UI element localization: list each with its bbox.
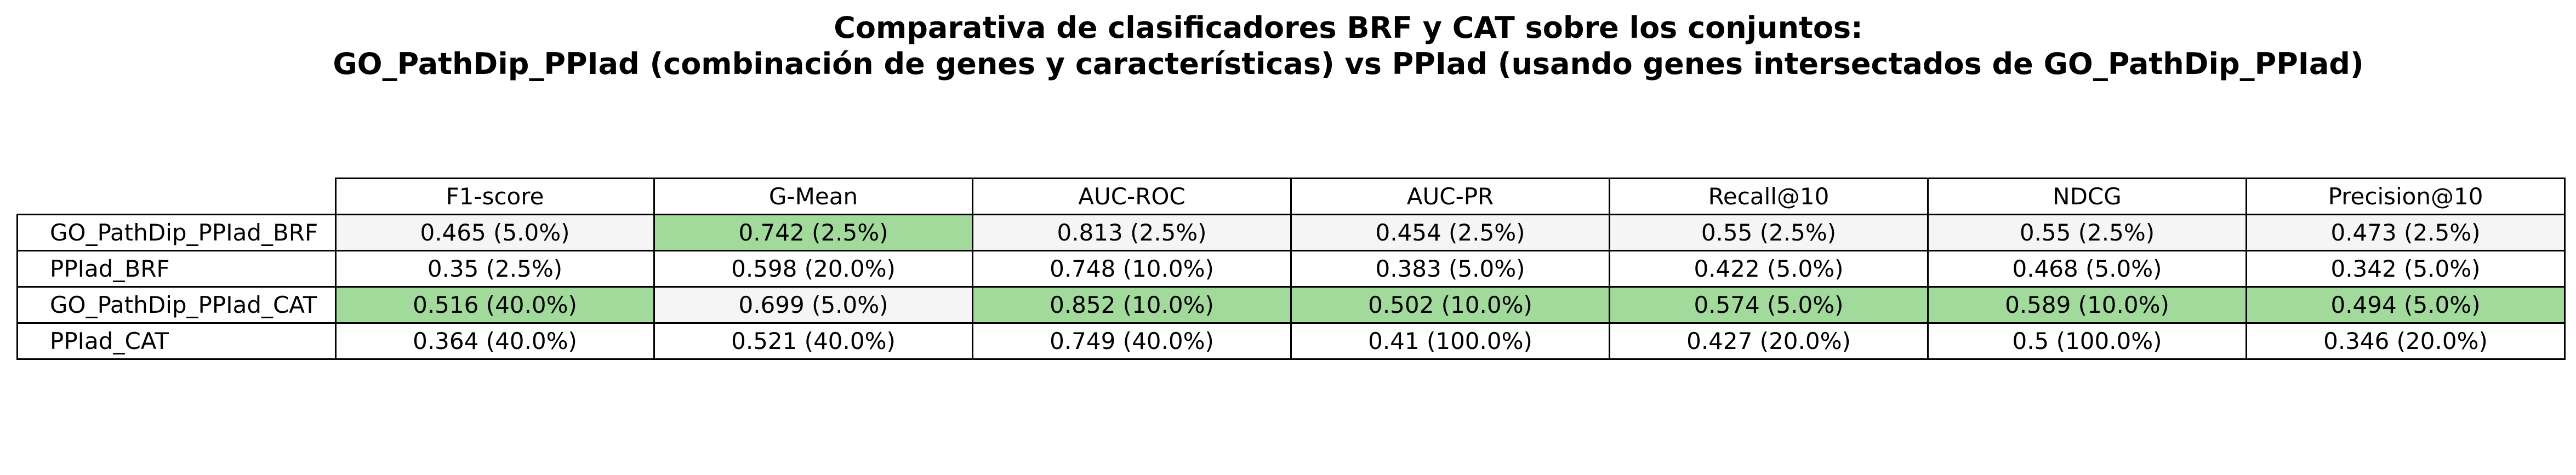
table-cell: 0.5 (100.0%) [1927,322,2247,360]
table-cell: 0.699 (5.0%) [653,286,973,324]
header-row: F1-score G-Mean AUC-ROC AUC-PR Recall@10… [17,178,2566,215]
table-row: PPIad_BRF 0.35 (2.5%) 0.598 (20.0%) 0.74… [16,250,2566,288]
table-cell: 0.852 (10.0%) [972,286,1292,324]
table-cell: 0.454 (2.5%) [1290,214,1610,251]
table-cell: 0.521 (40.0%) [653,322,973,360]
corner-cell [17,178,337,215]
table-cell: 0.516 (40.0%) [335,286,655,324]
table-row: GO_PathDip_PPIad_CAT 0.516 (40.0%) 0.699… [16,286,2566,324]
row-header: PPIad_BRF [16,250,337,288]
results-table: F1-score G-Mean AUC-ROC AUC-PR Recall@10… [16,178,2566,360]
table-cell: 0.468 (5.0%) [1927,250,2247,288]
column-header: F1-score [335,178,655,215]
table-cell: 0.342 (5.0%) [2246,250,2566,288]
table-cell: 0.742 (2.5%) [653,214,973,251]
column-header: G-Mean [653,178,973,215]
table-cell: 0.35 (2.5%) [335,250,655,288]
table-cell: 0.55 (2.5%) [1927,214,2247,251]
table-cell: 0.465 (5.0%) [335,214,655,251]
table-cell: 0.574 (5.0%) [1609,286,1929,324]
table-cell: 0.41 (100.0%) [1290,322,1610,360]
chart-title: Comparativa de clasificadores BRF y CAT … [0,10,2576,82]
table-row: PPIad_CAT 0.364 (40.0%) 0.521 (40.0%) 0.… [16,322,2566,360]
table-cell: 0.598 (20.0%) [653,250,973,288]
table-cell: 0.427 (20.0%) [1609,322,1929,360]
column-header: AUC-PR [1290,178,1610,215]
chart-title-line-2: GO_PathDip_PPIad (combinación de genes y… [333,47,2364,81]
table-cell: 0.473 (2.5%) [2246,214,2566,251]
table-cell: 0.422 (5.0%) [1609,250,1929,288]
table-cell: 0.813 (2.5%) [972,214,1292,251]
table-cell: 0.55 (2.5%) [1609,214,1929,251]
column-header: NDCG [1927,178,2247,215]
table-cell: 0.494 (5.0%) [2246,286,2566,324]
table-cell: 0.383 (5.0%) [1290,250,1610,288]
table-cell: 0.589 (10.0%) [1927,286,2247,324]
table-cell: 0.749 (40.0%) [972,322,1292,360]
table-cell: 0.346 (20.0%) [2246,322,2566,360]
row-header: PPIad_CAT [16,322,337,360]
table-cell: 0.502 (10.0%) [1290,286,1610,324]
row-header: GO_PathDip_PPIad_CAT [16,286,337,324]
table-row: GO_PathDip_PPIad_BRF 0.465 (5.0%) 0.742 … [16,214,2566,251]
table-cell: 0.364 (40.0%) [335,322,655,360]
column-header: Precision@10 [2246,178,2566,215]
column-header: AUC-ROC [972,178,1292,215]
column-header: Recall@10 [1609,178,1929,215]
chart-title-line-1: Comparativa de clasificadores BRF y CAT … [834,10,1863,45]
table-cell: 0.748 (10.0%) [972,250,1292,288]
row-header: GO_PathDip_PPIad_BRF [16,214,337,251]
